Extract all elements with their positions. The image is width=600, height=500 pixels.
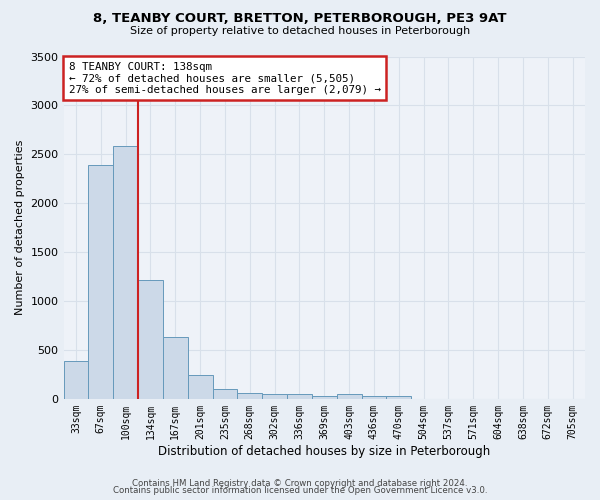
Bar: [113, 146, 138, 399]
Bar: [337, 394, 362, 399]
Bar: [312, 396, 337, 399]
Bar: [262, 394, 287, 399]
Bar: [188, 375, 212, 399]
Text: Contains HM Land Registry data © Crown copyright and database right 2024.: Contains HM Land Registry data © Crown c…: [132, 478, 468, 488]
Text: Size of property relative to detached houses in Peterborough: Size of property relative to detached ho…: [130, 26, 470, 36]
Text: 8 TEANBY COURT: 138sqm
← 72% of detached houses are smaller (5,505)
27% of semi-: 8 TEANBY COURT: 138sqm ← 72% of detached…: [69, 62, 381, 95]
Bar: [238, 393, 262, 399]
Text: Contains public sector information licensed under the Open Government Licence v3: Contains public sector information licen…: [113, 486, 487, 495]
X-axis label: Distribution of detached houses by size in Peterborough: Distribution of detached houses by size …: [158, 444, 490, 458]
Bar: [287, 394, 312, 399]
Bar: [386, 396, 411, 399]
Bar: [212, 389, 238, 399]
Bar: [362, 396, 386, 399]
Bar: [163, 337, 188, 399]
Bar: [138, 280, 163, 399]
Text: 8, TEANBY COURT, BRETTON, PETERBOROUGH, PE3 9AT: 8, TEANBY COURT, BRETTON, PETERBOROUGH, …: [93, 12, 507, 26]
Y-axis label: Number of detached properties: Number of detached properties: [15, 140, 25, 316]
Bar: [64, 360, 88, 399]
Bar: [88, 165, 113, 399]
